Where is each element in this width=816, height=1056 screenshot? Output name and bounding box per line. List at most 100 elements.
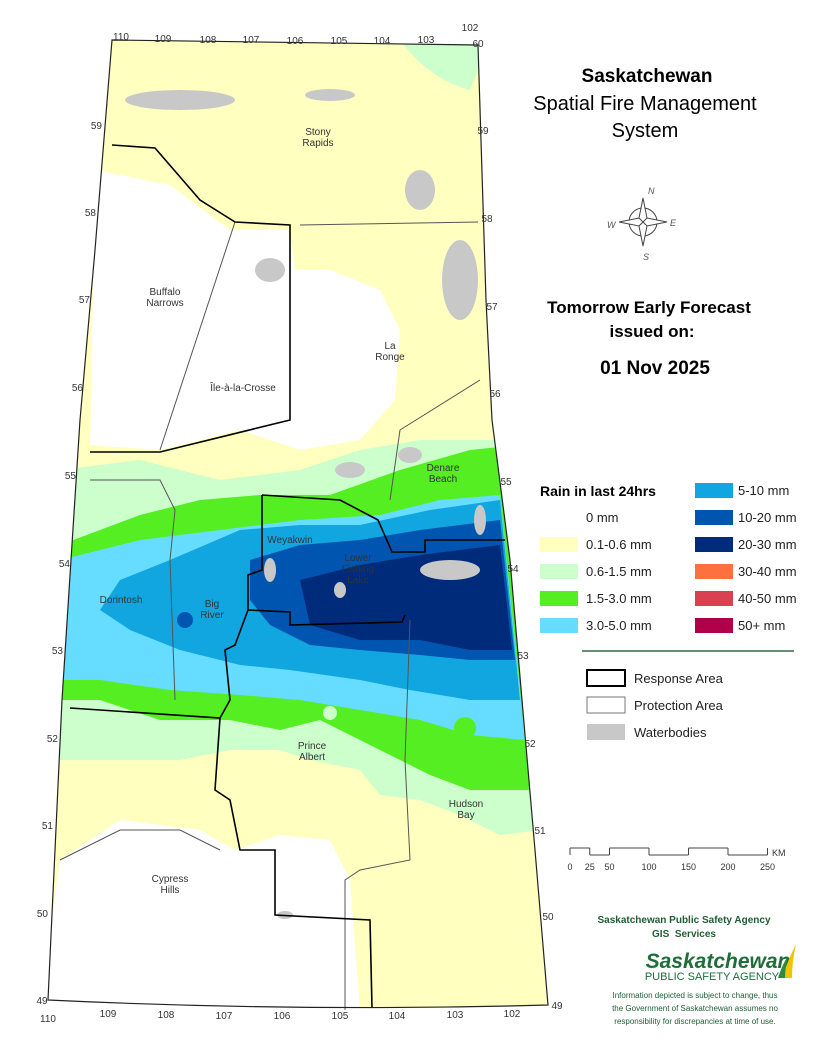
legend-label: 10-20 mm bbox=[738, 510, 797, 525]
graticule-label: 51 bbox=[42, 821, 54, 832]
graticule-label: 102 bbox=[504, 1009, 521, 1020]
graticule-label: 55 bbox=[500, 477, 512, 488]
rain-surface bbox=[48, 40, 548, 1008]
scale-unit: KM bbox=[772, 848, 786, 858]
graticule-label: 50 bbox=[37, 909, 49, 920]
disclaimer: Information depicted is subject to chang… bbox=[613, 991, 778, 1000]
compass-letter: N bbox=[648, 186, 655, 196]
graticule-label: 106 bbox=[274, 1011, 291, 1022]
legend-swatch bbox=[540, 510, 578, 525]
legend-label: 0 mm bbox=[586, 510, 619, 525]
scale-label: 0 bbox=[567, 862, 572, 872]
graticule-label: 56 bbox=[72, 383, 84, 394]
graticule-label: 52 bbox=[47, 734, 59, 745]
graticule-label: 49 bbox=[36, 996, 48, 1007]
graticule-label: 60 bbox=[472, 39, 484, 50]
response-area-lines bbox=[69, 144, 505, 1009]
scale-bar: 0 25 50 100 150 200 250 bbox=[567, 847, 775, 872]
graticule-label: 107 bbox=[243, 35, 260, 46]
compass: N E S W bbox=[607, 186, 677, 262]
legend-swatch bbox=[695, 618, 733, 633]
graticule-label: 102 bbox=[462, 23, 479, 34]
logo-main: Saskatchewan bbox=[646, 950, 791, 973]
place-label: La bbox=[384, 341, 396, 352]
compass-letter: E bbox=[670, 218, 677, 228]
place-label: Narrows bbox=[146, 298, 183, 309]
graticule-label: 108 bbox=[200, 35, 217, 46]
scale-label: 25 bbox=[585, 862, 595, 872]
legend-label: 1.5-3.0 mm bbox=[586, 591, 652, 606]
legend-label: 30-40 mm bbox=[738, 564, 797, 579]
legend-label: 3.0-5.0 mm bbox=[586, 618, 652, 633]
legend-label: 40-50 mm bbox=[738, 591, 797, 606]
legend-swatch bbox=[695, 483, 733, 498]
boundary-label: Protection Area bbox=[634, 698, 724, 713]
forecast-heading: Tomorrow Early Forecast bbox=[547, 298, 751, 317]
graticule-label: 57 bbox=[79, 295, 91, 306]
legend-label: 50+ mm bbox=[738, 618, 785, 633]
place-label: Rapids bbox=[302, 138, 333, 149]
graticule-label: 105 bbox=[331, 36, 348, 47]
title: System bbox=[612, 120, 679, 142]
scale-label: 150 bbox=[681, 862, 696, 872]
graticule-label: 53 bbox=[52, 646, 64, 657]
swatch-water bbox=[587, 724, 625, 740]
legend-label: 20-30 mm bbox=[738, 537, 797, 552]
scale-label: 100 bbox=[641, 862, 656, 872]
footer-agency: Saskatchewan Public Safety Agency bbox=[597, 915, 770, 926]
place-label: Denare bbox=[427, 463, 460, 474]
graticule-label: 55 bbox=[65, 471, 77, 482]
legend-title: Rain in last 24hrs bbox=[540, 483, 656, 499]
title: Spatial Fire Management bbox=[533, 93, 757, 115]
place-label: River bbox=[200, 610, 224, 621]
scale-label: 50 bbox=[604, 862, 614, 872]
swatch-response bbox=[586, 669, 626, 687]
place-label: Hudson bbox=[449, 799, 483, 810]
footer-dept: GIS Services bbox=[652, 929, 716, 940]
graticule-label: 104 bbox=[374, 36, 391, 47]
graticule-label: 109 bbox=[100, 1009, 117, 1020]
place-label: Beach bbox=[429, 474, 457, 485]
legend-swatch bbox=[540, 591, 578, 606]
graticule-label: 58 bbox=[85, 208, 97, 219]
place-label: Hills bbox=[161, 885, 180, 896]
legend-label: 0.6-1.5 mm bbox=[586, 564, 652, 579]
graticule-label: 54 bbox=[59, 559, 71, 570]
legend-swatch bbox=[695, 537, 733, 552]
place-label: Ronge bbox=[375, 352, 405, 363]
place-label: Cypress bbox=[152, 874, 189, 885]
forecast-issued: issued on: bbox=[609, 322, 694, 341]
place-label: Lower bbox=[344, 553, 372, 564]
title: Saskatchewan bbox=[582, 66, 713, 87]
graticule-label: 103 bbox=[418, 35, 435, 46]
compass-letter: S bbox=[643, 252, 649, 262]
place-label: Fishing bbox=[342, 564, 374, 575]
graticule-label: 56 bbox=[489, 389, 501, 400]
scale-label: 200 bbox=[720, 862, 735, 872]
graticule-label: 52 bbox=[524, 739, 536, 750]
place-label: Buffalo bbox=[150, 287, 181, 298]
place-label: Dorintosh bbox=[100, 595, 143, 606]
place-label: Prince bbox=[298, 741, 327, 752]
place-label: Stony bbox=[305, 127, 331, 138]
disclaimer: responsibility for discrepancies at time… bbox=[614, 1017, 775, 1026]
graticule-label: 108 bbox=[158, 1010, 175, 1021]
protection-area-lines bbox=[59, 221, 481, 1010]
graticule-label: 59 bbox=[477, 126, 489, 137]
boundary-label: Waterbodies bbox=[634, 725, 707, 740]
place-label: Île-à-la-Crosse bbox=[209, 381, 276, 394]
graticule-label: 58 bbox=[481, 214, 493, 225]
graticule-label: 50 bbox=[542, 912, 554, 923]
graticule-label: 107 bbox=[216, 1011, 233, 1022]
legend: 0 mm 0.1-0.6 mm 0.6-1.5 mm 1.5-3.0 mm 3.0-5.… bbox=[540, 483, 797, 633]
graticule-label: 110 bbox=[40, 1014, 56, 1025]
legend-swatch bbox=[695, 564, 733, 579]
graticule-label: 49 bbox=[551, 1001, 563, 1012]
graticule-label: 59 bbox=[91, 121, 103, 132]
compass-letter: W bbox=[607, 220, 617, 230]
graticule-label: 51 bbox=[534, 826, 546, 837]
place-label: Albert bbox=[299, 752, 325, 763]
legend-swatch bbox=[540, 537, 578, 552]
